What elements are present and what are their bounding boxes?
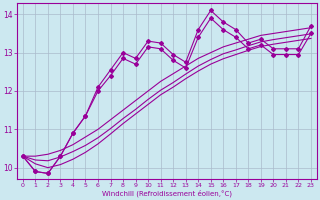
X-axis label: Windchill (Refroidissement éolien,°C): Windchill (Refroidissement éolien,°C) [102,190,232,197]
